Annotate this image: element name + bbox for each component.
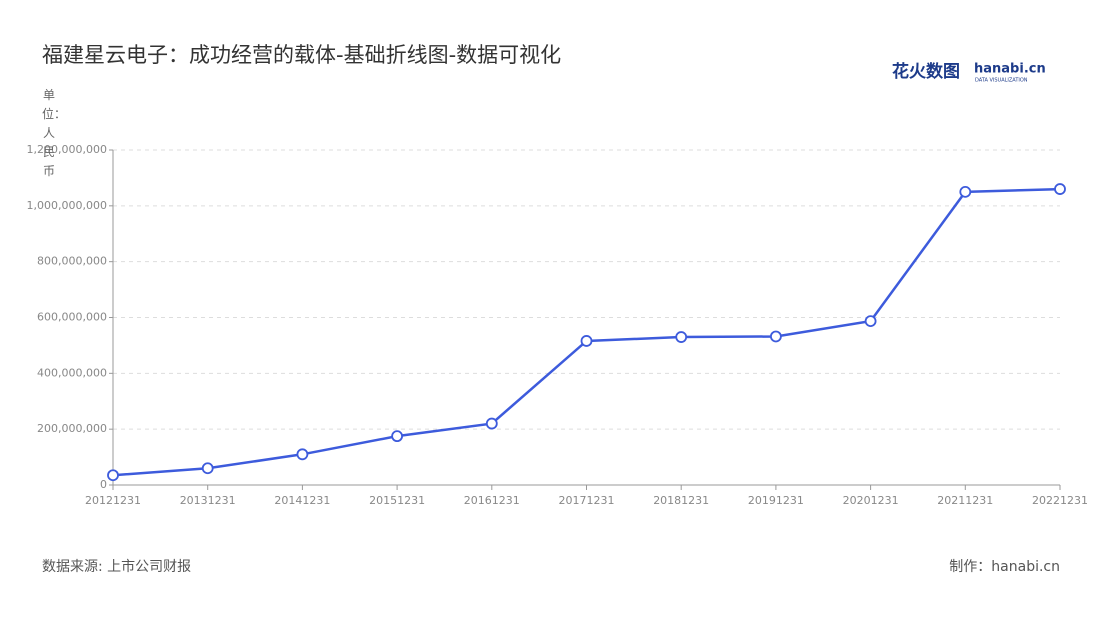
point xyxy=(770,330,782,343)
y-tick-label: 1,200,000,000 xyxy=(27,143,107,156)
y-tick-label: 200,000,000 xyxy=(37,422,107,435)
logo: 花火数图 xyxy=(892,61,960,82)
x-tick-label: 20131231 xyxy=(180,494,236,507)
x-tick-label: 20211231 xyxy=(937,494,993,507)
point xyxy=(201,462,214,475)
y-tick-label: 400,000,000 xyxy=(37,366,107,379)
x-tick-label: 20161231 xyxy=(464,494,520,507)
logo-sub: DATA VISUALIZATION xyxy=(975,78,1028,84)
credit: 制作：hanabi.cn xyxy=(949,559,1060,575)
source: 数据来源: 上市公司财报 xyxy=(42,558,191,575)
point xyxy=(864,315,877,328)
x-tick-label: 20191231 xyxy=(748,494,804,507)
point xyxy=(675,331,688,343)
point xyxy=(485,417,498,430)
x-tick-label: 20201231 xyxy=(843,494,899,507)
x-tick-label: 20221231 xyxy=(1032,494,1088,507)
point xyxy=(107,469,119,482)
point xyxy=(1054,183,1066,195)
point xyxy=(296,448,309,461)
x-tick-label: 20151231 xyxy=(369,494,425,507)
point xyxy=(959,185,972,198)
point xyxy=(391,430,404,443)
chart-title: 福建星云电子：成功经营的载体-基础折线图-数据可视化 xyxy=(42,43,561,67)
y-axis-label: 单位：人民币 xyxy=(42,88,67,178)
y-tick-label: 1,000,000,000 xyxy=(27,199,107,212)
y-tick-label: 0 xyxy=(100,478,107,491)
line xyxy=(112,187,1061,477)
x-tick-label: 20141231 xyxy=(274,494,330,507)
y-tick-label: 800,000,000 xyxy=(37,255,107,268)
logo-site: hanabi.cn xyxy=(974,62,1046,77)
x-tick-label: 20181231 xyxy=(653,494,709,507)
x-tick-label: 20171231 xyxy=(559,494,615,507)
y-tick-label: 600,000,000 xyxy=(37,311,107,324)
x-tick-label: 20121231 xyxy=(85,494,141,507)
point xyxy=(580,335,593,347)
